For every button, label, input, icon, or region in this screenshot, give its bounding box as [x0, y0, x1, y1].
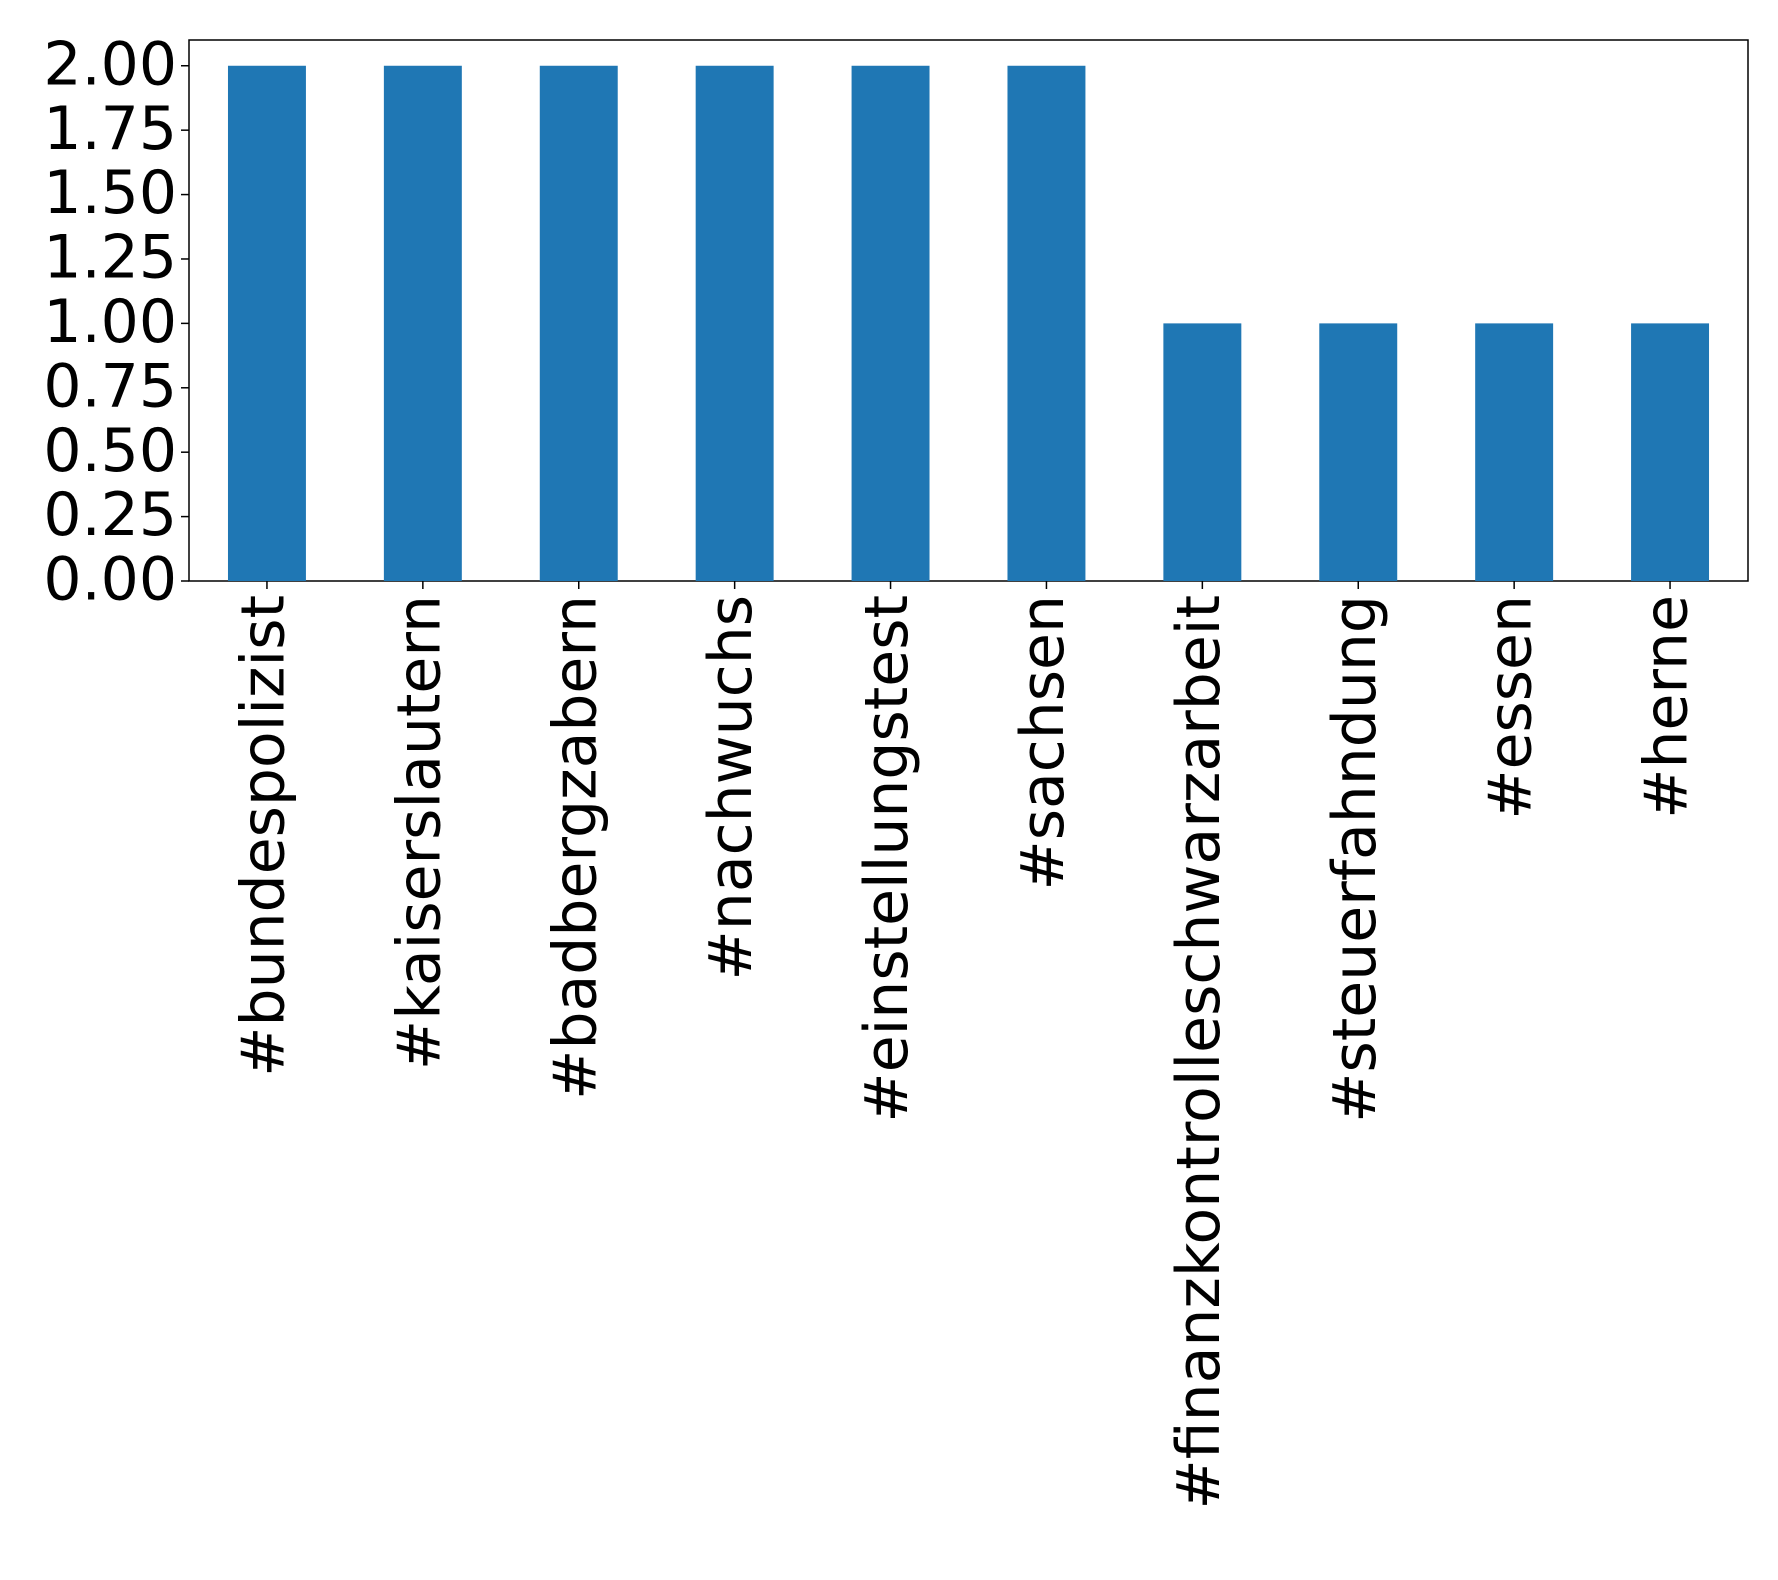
plot-frame — [188, 39, 1749, 582]
y-tick-label: 0.25 — [43, 480, 177, 550]
y-tick-label: 1.00 — [43, 287, 177, 357]
y-tick-label: 1.50 — [43, 158, 177, 228]
x-tick-label: #badbergzabern — [540, 595, 610, 1100]
y-tick-label: 0.50 — [43, 416, 177, 486]
bar — [383, 65, 462, 581]
y-tick-label: 0.75 — [43, 351, 177, 421]
x-tick-label: #herne — [1632, 595, 1702, 819]
bar — [1007, 65, 1086, 581]
y-tick-label: 2.00 — [43, 29, 177, 99]
bar — [227, 65, 306, 581]
bar — [539, 65, 618, 581]
x-tick-label: #essen — [1476, 595, 1546, 820]
bar — [1319, 323, 1398, 581]
y-tick-label: 1.75 — [43, 94, 177, 164]
x-tick-label: #nachwuchs — [696, 595, 766, 980]
y-tick-label: 0.00 — [43, 545, 177, 615]
bar — [1475, 323, 1554, 581]
x-tick-label: #einstellungstest — [852, 595, 922, 1123]
bar — [695, 65, 774, 581]
x-tick-label: #kaiserslautern — [384, 595, 454, 1070]
y-tick-label: 1.25 — [43, 223, 177, 293]
bar — [1163, 323, 1242, 581]
x-tick-label: #steuerfahndung — [1320, 595, 1390, 1123]
bar — [1631, 323, 1710, 581]
x-tick-label: #bundespolizist — [229, 595, 299, 1077]
x-tick-label: #sachsen — [1008, 595, 1078, 891]
bar — [851, 65, 930, 581]
x-tick-label: #finanzkontrolleschwarzarbeit — [1164, 595, 1234, 1509]
